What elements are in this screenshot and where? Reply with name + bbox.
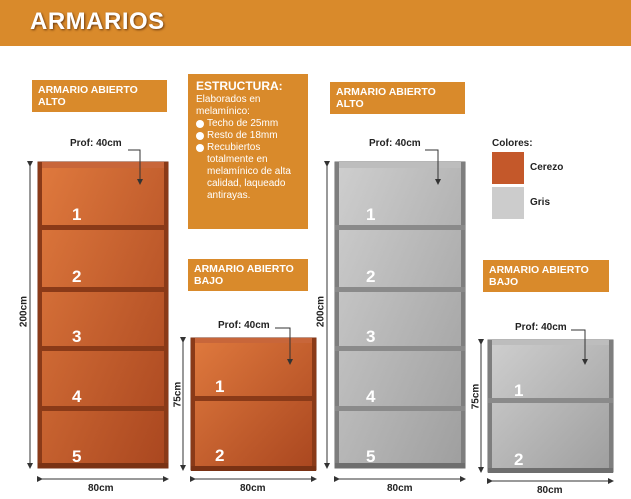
swatch-gris bbox=[492, 187, 524, 219]
bullet-icon bbox=[196, 120, 204, 128]
label-alto-gris: ARMARIO ABIERTO ALTO bbox=[330, 82, 465, 114]
width-label: 80cm bbox=[88, 483, 114, 494]
height-label: 75cm bbox=[172, 381, 184, 408]
page-title: ARMARIOS bbox=[30, 8, 165, 35]
height-label: 200cm bbox=[315, 295, 327, 328]
shelf-number: 5 bbox=[72, 447, 82, 466]
shelf-number: 1 bbox=[514, 381, 524, 400]
estructura-item: Recubiertos totalmente en melamínico de … bbox=[196, 142, 300, 202]
shelf-number: 1 bbox=[366, 205, 376, 224]
prof-label: Prof: 40cm bbox=[369, 138, 421, 149]
estructura-box: ESTRUCTURA: Elaborados en melamínico: Te… bbox=[188, 74, 308, 229]
prof-label: Prof: 40cm bbox=[515, 322, 567, 333]
cabinet-alto-cerezo bbox=[37, 161, 169, 469]
shelf-number: 3 bbox=[366, 327, 376, 346]
bullet-icon bbox=[196, 144, 204, 152]
shelf-number: 3 bbox=[72, 327, 82, 346]
shelf-number: 1 bbox=[72, 205, 82, 224]
shelf-number: 1 bbox=[215, 377, 225, 396]
height-label: 75cm bbox=[470, 383, 482, 410]
shelf-number: 2 bbox=[514, 450, 524, 469]
prof-label: Prof: 40cm bbox=[70, 138, 122, 149]
shelf-number: 4 bbox=[72, 387, 82, 406]
height-label: 200cm bbox=[18, 295, 30, 328]
prof-label: Prof: 40cm bbox=[218, 320, 270, 331]
estructura-intro: Elaborados en melamínico: bbox=[196, 94, 261, 117]
header-banner bbox=[0, 0, 631, 46]
shelf-number: 2 bbox=[366, 267, 376, 286]
swatch-cerezo bbox=[492, 152, 524, 184]
label-bajo-gris: ARMARIO ABIERTO BAJO bbox=[483, 260, 609, 292]
width-label: 80cm bbox=[537, 485, 563, 496]
estructura-title: ESTRUCTURA: bbox=[196, 79, 283, 93]
estructura-item: Techo de 25mm bbox=[196, 118, 300, 130]
shelf-number: 5 bbox=[366, 447, 376, 466]
cabinet-bajo-cerezo bbox=[190, 337, 317, 471]
shelf-number: 4 bbox=[366, 387, 376, 406]
cabinet-alto-gris bbox=[334, 161, 466, 469]
swatch-label-cerezo: Cerezo bbox=[530, 162, 564, 173]
estructura-item: Resto de 18mm bbox=[196, 130, 300, 142]
label-alto-cerezo: ARMARIO ABIERTO ALTO bbox=[32, 80, 167, 112]
label-bajo-cerezo: ARMARIO ABIERTO BAJO bbox=[188, 259, 308, 291]
shelf-number: 2 bbox=[215, 446, 225, 465]
colores-title: Colores: bbox=[492, 138, 533, 149]
cabinet-bajo-gris bbox=[487, 339, 614, 473]
bullet-icon bbox=[196, 132, 204, 140]
swatch-label-gris: Gris bbox=[530, 197, 551, 208]
width-label: 80cm bbox=[387, 483, 413, 494]
shelf-number: 2 bbox=[72, 267, 82, 286]
width-label: 80cm bbox=[240, 483, 266, 494]
